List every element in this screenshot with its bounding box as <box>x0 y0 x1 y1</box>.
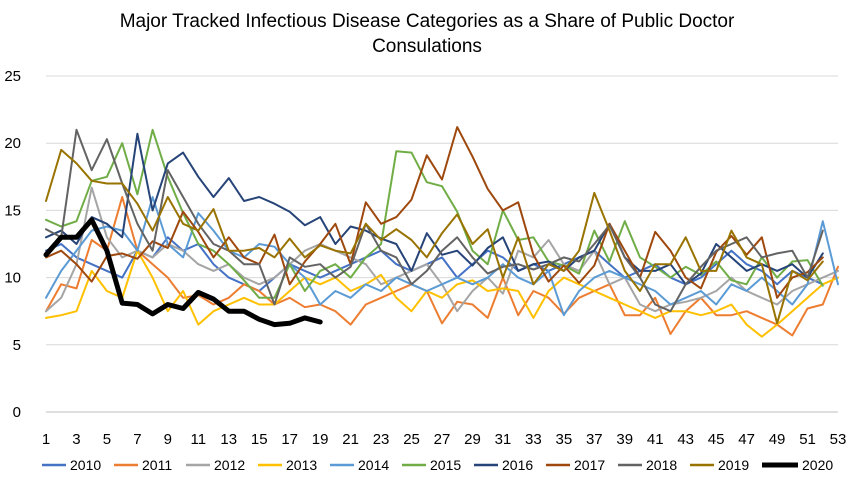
series-line-2019 <box>45 148 824 325</box>
legend-label: 2010 <box>70 457 101 473</box>
y-tick-label: 25 <box>4 68 21 85</box>
x-tick-label: 43 <box>677 431 694 448</box>
series-line-2013 <box>45 249 839 338</box>
legend-item-2014: 2014 <box>330 457 389 473</box>
chart-title-line-1: Major Tracked Infectious Disease Categor… <box>120 11 735 32</box>
x-tick-label: 41 <box>647 431 664 448</box>
y-tick-label: 20 <box>4 135 21 152</box>
grid-lines <box>46 75 838 413</box>
legend-item-2011: 2011 <box>114 457 172 473</box>
x-tick-label: 13 <box>220 431 237 448</box>
legend-label: 2019 <box>718 457 749 473</box>
x-tick-label: 27 <box>434 431 451 448</box>
legend: 2010 2011 2012 2013 2014 2015 2016 2017 2018 2019… <box>42 457 833 473</box>
y-axis: 0 5 10 15 20 25 <box>4 68 21 421</box>
legend-label: 2016 <box>502 457 533 473</box>
series-line-2015 <box>45 128 824 299</box>
legend-item-2015: 2015 <box>402 457 461 473</box>
x-tick-label: 35 <box>556 431 573 448</box>
x-tick-label: 21 <box>342 431 359 448</box>
legend-label: 2012 <box>214 457 245 473</box>
x-tick-label: 15 <box>251 431 268 448</box>
series-line-2017 <box>45 126 824 299</box>
x-tick-label: 51 <box>799 431 816 448</box>
x-tick-label: 37 <box>586 431 603 448</box>
x-tick-label: 17 <box>281 431 298 448</box>
x-tick-label: 39 <box>616 431 633 448</box>
x-tick-label: 29 <box>464 431 481 448</box>
legend-label: 2015 <box>430 457 461 473</box>
legend-item-2010: 2010 <box>42 457 101 473</box>
legend-item-2018: 2018 <box>618 457 677 473</box>
series-line-2014 <box>45 196 839 317</box>
series-lines <box>43 126 839 338</box>
x-tick-label: 33 <box>525 431 542 448</box>
x-tick-label: 5 <box>103 431 111 448</box>
x-tick-label: 9 <box>164 431 172 448</box>
x-tick-label: 45 <box>708 431 725 448</box>
legend-label: 2014 <box>358 457 389 473</box>
x-tick-label: 3 <box>72 431 80 448</box>
x-tick-label: 47 <box>738 431 755 448</box>
y-tick-label: 15 <box>4 202 21 219</box>
legend-item-2017: 2017 <box>546 457 605 473</box>
legend-label: 2020 <box>802 457 833 473</box>
x-tick-label: 25 <box>403 431 420 448</box>
chart-title-line-2: Consulations <box>372 36 482 57</box>
x-tick-label: 7 <box>133 431 141 448</box>
y-tick-label: 0 <box>13 404 21 421</box>
legend-item-2020: 2020 <box>762 457 833 473</box>
x-tick-label: 19 <box>312 431 329 448</box>
x-tick-label: 53 <box>830 431 847 448</box>
legend-label: 2011 <box>142 457 172 473</box>
x-tick-label: 11 <box>191 431 207 448</box>
series-line-2018 <box>45 128 824 313</box>
legend-item-2016: 2016 <box>474 457 533 473</box>
y-tick-label: 5 <box>13 337 21 354</box>
x-tick-label: 1 <box>42 431 50 448</box>
x-tick-label: 23 <box>373 431 390 448</box>
x-tick-label: 49 <box>769 431 786 448</box>
legend-label: 2018 <box>646 457 677 473</box>
legend-item-2012: 2012 <box>186 457 245 473</box>
y-tick-label: 10 <box>4 270 21 287</box>
x-tick-label: 31 <box>495 431 512 448</box>
legend-label: 2013 <box>286 457 317 473</box>
legend-item-2013: 2013 <box>258 457 317 473</box>
x-axis: 1 3 5 7 9 11 13 15 17 19 21 23 25 27 29 31 33 35 37 39 41 43 4… <box>42 431 847 448</box>
legend-item-2019: 2019 <box>690 457 749 473</box>
series-line-2011 <box>45 196 839 337</box>
series-line-2020 <box>43 217 323 328</box>
legend-label: 2017 <box>574 457 605 473</box>
